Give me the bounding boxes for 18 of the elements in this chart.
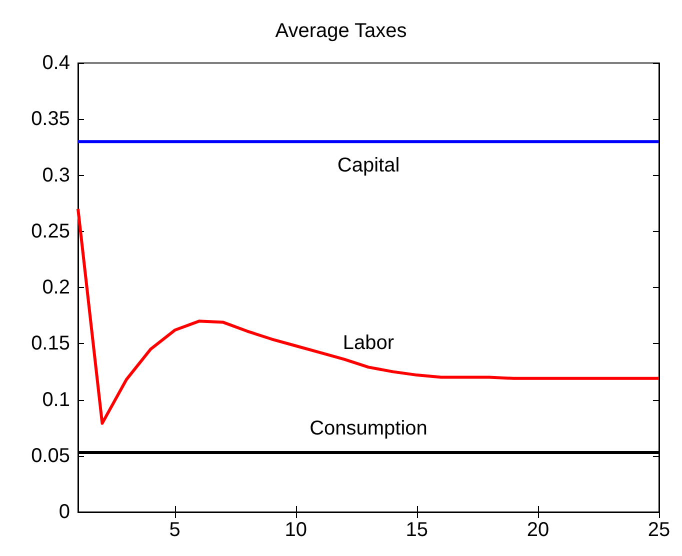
series-label: Capital	[337, 154, 400, 177]
series-label: Consumption	[310, 418, 428, 440]
y-tick-label: 0.35	[31, 108, 70, 130]
y-tick-label: 0.4	[42, 52, 70, 74]
x-tick-label: 20	[526, 519, 550, 541]
y-tick-label: 0.3	[42, 164, 70, 186]
chart-title: Average Taxes	[275, 20, 407, 42]
y-tick-label: 0.2	[42, 276, 70, 298]
y-tick-label: 0.1	[42, 388, 70, 411]
x-tick-label: 10	[284, 519, 307, 541]
x-tick-label: 5	[169, 519, 180, 541]
y-tick-label: 0.15	[31, 332, 70, 355]
series-label: Labor	[342, 332, 394, 354]
x-tick-label: 25	[648, 519, 670, 541]
y-tick-label: 0	[58, 501, 70, 523]
x-tick-label: 15	[406, 519, 428, 541]
y-tick-label: 0.25	[31, 220, 70, 242]
y-tick-label: 0.05	[31, 444, 70, 467]
